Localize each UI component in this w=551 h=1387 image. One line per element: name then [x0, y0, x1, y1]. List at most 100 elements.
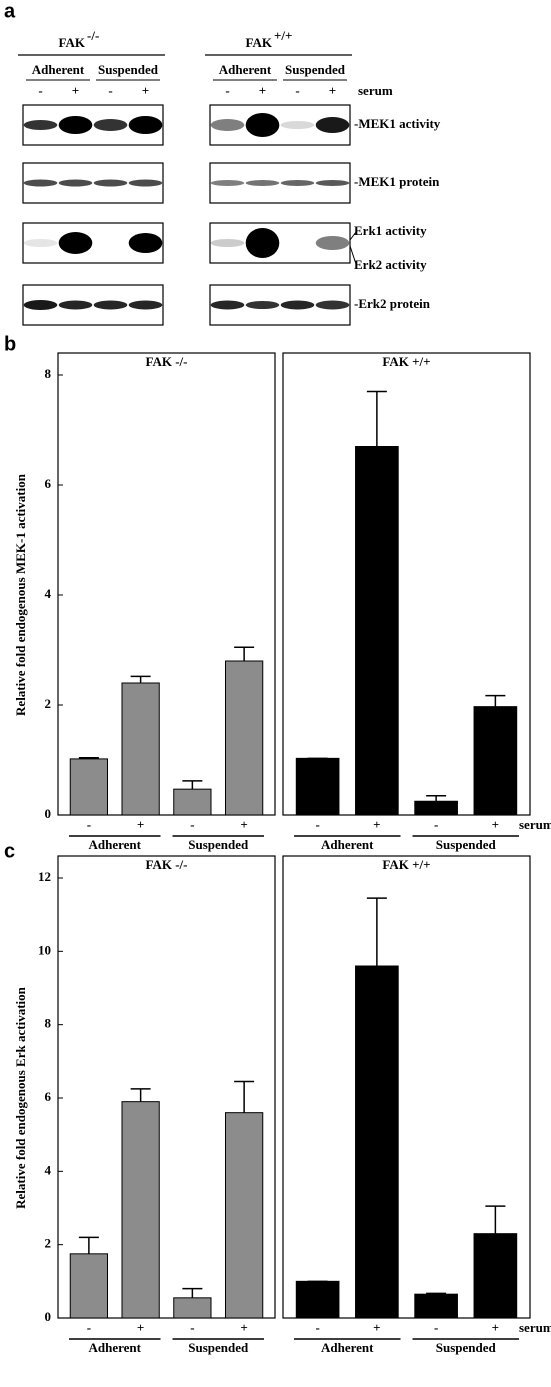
- blot-band: [246, 301, 280, 309]
- blot-row-label: -MEK1 activity: [354, 116, 441, 131]
- x-tick-label: +: [137, 1320, 144, 1335]
- bar: [415, 801, 458, 815]
- bar: [296, 758, 339, 815]
- figure: a b c FAK-/-AdherentSuspended-+-+FAK+/+A…: [0, 0, 551, 1387]
- bar: [356, 966, 399, 1318]
- group-label: Adherent: [321, 837, 374, 852]
- y-axis-label: Relative fold endogenous Erk activation: [13, 986, 28, 1208]
- blot-band: [24, 239, 58, 247]
- bar: [356, 447, 399, 816]
- group-label: Adherent: [321, 1340, 374, 1355]
- x-tick-label: +: [373, 817, 380, 832]
- x-tick-label: -: [87, 1320, 91, 1335]
- blot-band: [94, 180, 128, 187]
- blot-band: [211, 180, 245, 186]
- group-label: Adherent: [89, 1340, 142, 1355]
- x-tick-label: +: [373, 1320, 380, 1335]
- blot-band: [211, 119, 245, 131]
- x-tick-label: +: [492, 1320, 499, 1335]
- x-note: serum: [519, 1320, 551, 1335]
- bar: [70, 1254, 107, 1318]
- blot-row-label: -MEK1 protein: [354, 174, 440, 189]
- blot-band: [316, 117, 350, 133]
- bar: [174, 789, 211, 815]
- blot-band: [94, 301, 128, 310]
- panel-label: c: [4, 840, 15, 862]
- panel-label: a: [4, 0, 16, 22]
- blot-band: [211, 301, 245, 310]
- bar: [474, 707, 517, 815]
- blot-band: [59, 301, 93, 310]
- bar: [474, 1234, 517, 1318]
- blot-group-title: FAK: [246, 35, 273, 50]
- bar: [415, 1294, 458, 1318]
- blot-lane-label: +: [142, 83, 149, 98]
- y-tick-label: 4: [45, 586, 52, 601]
- blot-band: [129, 180, 163, 187]
- y-tick-label: 12: [38, 869, 51, 884]
- blot-lane-label: +: [259, 83, 266, 98]
- blot-band: [24, 300, 58, 310]
- group-label: Suspended: [436, 1340, 497, 1355]
- blot-condition: Suspended: [98, 62, 159, 77]
- bar: [225, 661, 262, 815]
- x-tick-label: -: [315, 817, 319, 832]
- blot-row-label: Erk2 activity: [354, 257, 427, 272]
- blot-band: [281, 180, 315, 186]
- x-tick-label: +: [240, 1320, 247, 1335]
- x-tick-label: -: [190, 1320, 194, 1335]
- blot-band: [316, 236, 350, 250]
- y-tick-label: 10: [38, 942, 51, 957]
- bar: [225, 1113, 262, 1318]
- bar: [122, 683, 159, 815]
- blot-lane-label: +: [72, 83, 79, 98]
- x-tick-label: -: [434, 1320, 438, 1335]
- blot-lane-label: -: [295, 83, 299, 98]
- blot-condition: Adherent: [32, 62, 85, 77]
- blot-lane-label: -: [108, 83, 112, 98]
- blot-band: [24, 120, 58, 130]
- panel-label: b: [4, 333, 16, 355]
- subpanel-title: FAK -/-: [146, 354, 188, 369]
- blot-band: [129, 301, 163, 310]
- blot-band: [281, 301, 315, 310]
- blot-band: [24, 180, 58, 187]
- blot-group-title: FAK: [59, 35, 86, 50]
- x-tick-label: -: [434, 817, 438, 832]
- subpanel-title: FAK +/+: [382, 354, 430, 369]
- blot-serum: serum: [358, 83, 393, 98]
- blot-band: [211, 239, 245, 247]
- blot-band: [94, 119, 128, 131]
- x-note: serum: [519, 817, 551, 832]
- bar: [70, 759, 107, 815]
- group-label: Suspended: [188, 1340, 249, 1355]
- blot-band: [129, 116, 163, 134]
- blot-group-superscript: -/-: [87, 28, 99, 43]
- x-tick-label: -: [87, 817, 91, 832]
- blot-group-superscript: +/+: [274, 28, 292, 43]
- y-tick-label: 0: [45, 806, 52, 821]
- x-tick-label: -: [315, 1320, 319, 1335]
- y-tick-label: 2: [45, 696, 52, 711]
- group-label: Suspended: [436, 837, 497, 852]
- y-axis-label: Relative fold endogenous MEK-1 activatio…: [13, 473, 28, 716]
- blot-row-label: Erk1 activity: [354, 223, 427, 238]
- group-label: Suspended: [188, 837, 249, 852]
- y-tick-label: 8: [45, 1016, 52, 1031]
- y-tick-label: 6: [45, 476, 52, 491]
- bar: [122, 1102, 159, 1318]
- x-tick-label: -: [190, 817, 194, 832]
- bar: [174, 1298, 211, 1318]
- blot-band: [59, 180, 93, 187]
- blot-band: [129, 233, 163, 253]
- blot-band: [246, 113, 280, 137]
- x-tick-label: +: [492, 817, 499, 832]
- y-tick-label: 2: [45, 1236, 52, 1251]
- blot-lane-label: -: [225, 83, 229, 98]
- blot-lane-label: -: [38, 83, 42, 98]
- subpanel-title: FAK +/+: [382, 857, 430, 872]
- blot-row-label: -Erk2 protein: [354, 296, 431, 311]
- blot-band: [316, 180, 350, 186]
- x-tick-label: +: [240, 817, 247, 832]
- y-tick-label: 8: [45, 366, 52, 381]
